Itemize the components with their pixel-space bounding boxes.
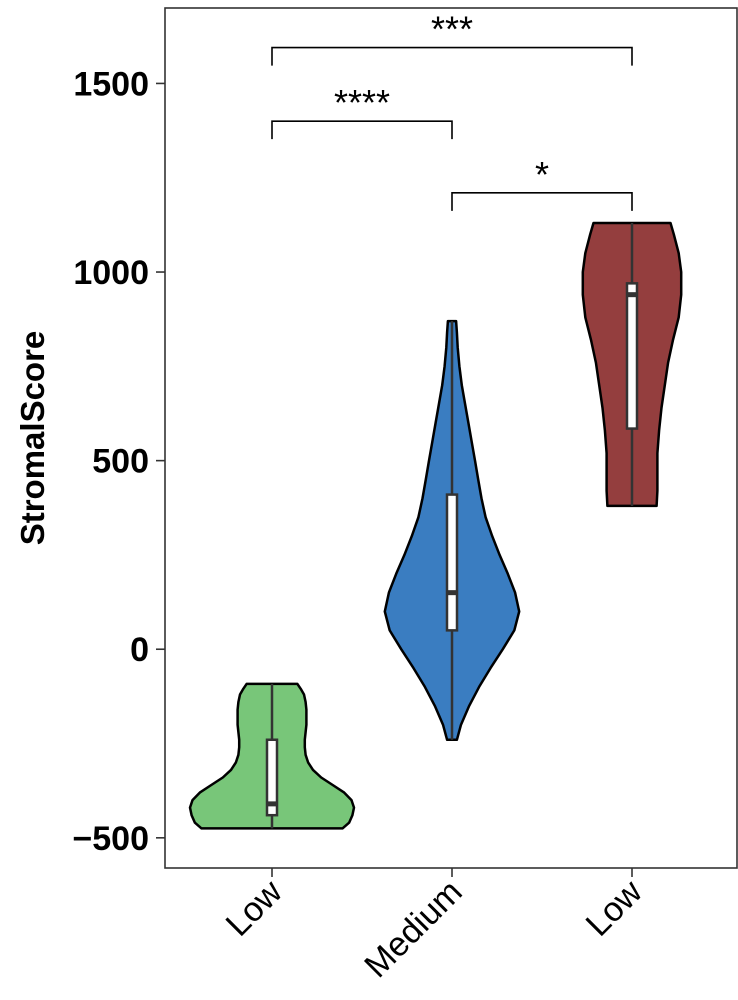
x-tick-label: Low <box>579 872 650 943</box>
x-axis-ticks: Low Medium Low <box>219 868 650 985</box>
y-axis-ticks: −500 0 500 1000 1500 <box>72 65 165 858</box>
violins-layer <box>188 221 683 830</box>
significance-label-1: **** <box>334 82 390 123</box>
significance-bracket-2 <box>451 192 633 211</box>
x-tick-label: Low <box>219 872 290 943</box>
box-2 <box>445 493 459 632</box>
y-tick-label: −500 <box>72 820 149 858</box>
y-tick-label: 0 <box>130 631 149 669</box>
y-axis-label: StromalScore <box>14 331 51 546</box>
y-tick-label: 1500 <box>73 65 149 103</box>
axes-layer <box>164 7 738 869</box>
x-tick-label: Medium <box>357 873 469 985</box>
significance-bracket-3 <box>271 46 633 66</box>
significance-bracket-1 <box>271 120 453 140</box>
box-3 <box>625 282 639 430</box>
significance-layer: ******** <box>271 9 633 211</box>
significance-label-2: * <box>535 154 549 195</box>
box-1 <box>265 738 279 817</box>
significance-label-3: *** <box>431 9 473 50</box>
y-tick-label: 500 <box>92 443 149 481</box>
y-tick-label: 1000 <box>73 254 149 292</box>
plot-panel-border <box>164 7 738 869</box>
